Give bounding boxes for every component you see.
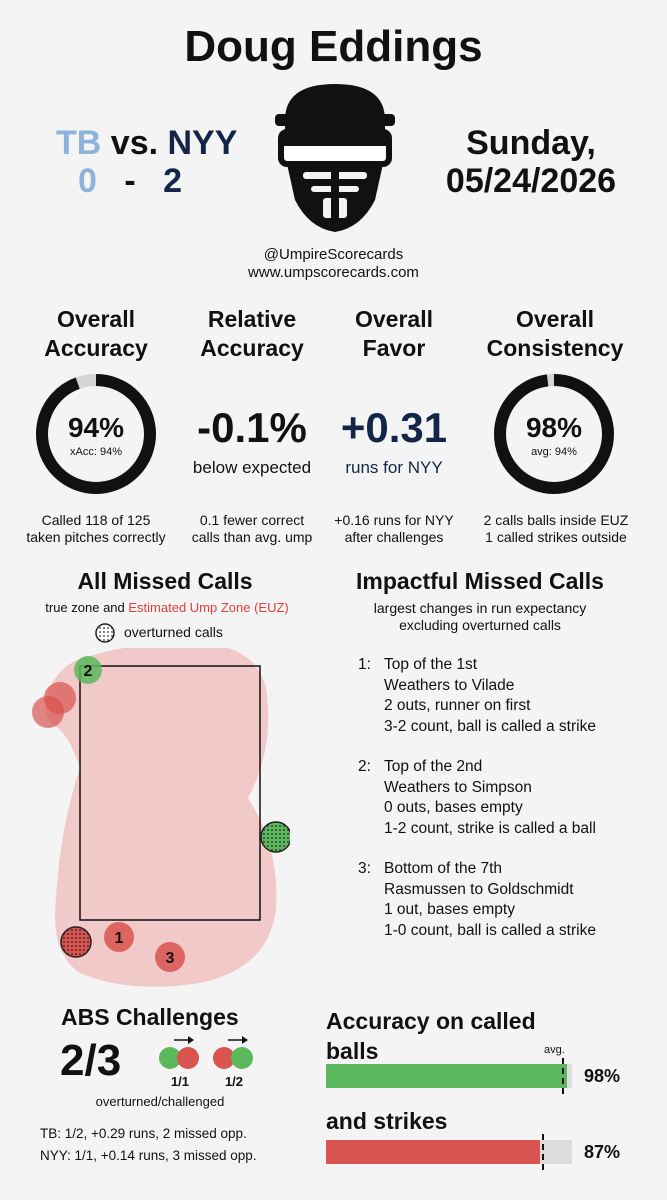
missed-call-label-1: 1 [115, 930, 124, 947]
relative-accuracy-sub: below expected [192, 458, 312, 477]
balls-avg-marker [562, 1058, 565, 1094]
abs-tb-line: TB: 1/2, +0.29 runs, 2 missed opp. [40, 1126, 247, 1141]
strikes-title: and strikes [326, 1108, 448, 1134]
score-line: 0 - 2 [78, 162, 182, 200]
impactful-item-3: 3: Bottom of the 7th Rasmussen to Goldsc… [358, 860, 596, 939]
abs-challenge-icons [159, 1036, 253, 1069]
score-separator: - [124, 162, 136, 200]
umpire-name: Doug Eddings [184, 22, 483, 71]
overall-favor-sub: runs for NYY [345, 458, 443, 477]
euz-region [45, 648, 277, 987]
matchup-teams: TB vs. NYY [56, 124, 237, 162]
impactful-item-2: 2: Top of the 2nd Weathers to Simpson 0 … [358, 758, 596, 837]
home-score: 2 [163, 162, 183, 200]
missed-calls-zone-plot: 2 1 3 [32, 648, 290, 987]
abs-team2-label: 1/2 [224, 1074, 244, 1089]
overturned-call-dot [60, 926, 92, 958]
missed-call-label-2: 2 [84, 663, 93, 680]
called-accuracy-title: Accuracy on called balls [326, 1008, 536, 1064]
abs-nyy-line: NYY: 1/1, +0.14 runs, 3 missed opp. [40, 1148, 257, 1163]
relative-accuracy-value: -0.1% [197, 404, 307, 451]
balls-bar [326, 1058, 572, 1094]
away-score: 0 [78, 162, 97, 200]
impactful-item-1: 1: Top of the 1st Weathers to Vilade 2 o… [358, 656, 596, 735]
overall-consistency-avg: avg: 94% [531, 446, 577, 458]
abs-value: 2/3 [60, 1036, 122, 1085]
website-link[interactable]: www.umpscorecards.com [248, 264, 419, 281]
missed-calls-title: All Missed Calls [77, 568, 253, 594]
true-strike-zone [79, 665, 261, 921]
missed-call-dot [32, 696, 64, 728]
home-team: NYY [167, 124, 238, 162]
game-day: Sunday, [466, 124, 596, 162]
strikes-value: 87% [584, 1142, 621, 1162]
overall-favor-title: Overall Favor [355, 306, 433, 361]
balls-bar-fill [326, 1064, 568, 1088]
overall-consistency-ring [494, 374, 614, 494]
overall-consistency-desc: 2 calls balls inside EUZ 1 called strike… [483, 512, 629, 545]
overall-accuracy-desc: Called 118 of 125 taken pitches correctl… [26, 512, 166, 545]
abs-team1-label: 1/1 [170, 1074, 190, 1089]
strikes-bar-fill [326, 1140, 541, 1164]
relative-accuracy-title: Relative Accuracy [200, 306, 304, 361]
strikes-avg-marker [542, 1134, 545, 1170]
overall-accuracy-title: Overall Accuracy [44, 306, 148, 361]
balls-value: 98% [584, 1066, 621, 1086]
overturned-call-dot [260, 821, 290, 853]
overall-favor-value: +0.31 [340, 404, 448, 451]
abs-caption: overturned/challenged [95, 1094, 225, 1109]
overturned-legend-label: overturned calls [124, 624, 223, 640]
abs-title: ABS Challenges [61, 1004, 239, 1030]
relative-accuracy-desc: 0.1 fewer correct calls than avg. ump [191, 512, 313, 545]
strikes-bar [326, 1134, 572, 1170]
missed-call-dot [74, 656, 102, 684]
twitter-handle[interactable]: @UmpireScorecards [263, 246, 404, 263]
overall-accuracy-ring [36, 374, 156, 494]
overall-consistency-value: 98% [525, 412, 583, 443]
impactful-subtitle: largest changes in run expectancy exclud… [373, 600, 587, 633]
avg-label: avg. [544, 1044, 565, 1056]
impactful-title: Impactful Missed Calls [356, 568, 604, 594]
away-team: TB [56, 124, 102, 162]
game-date: 05/24/2026 [445, 162, 617, 200]
overall-favor-desc: +0.16 runs for NYY after challenges [334, 512, 454, 545]
overall-accuracy-xacc: xAcc: 94% [70, 446, 122, 458]
vs-label: vs. [110, 124, 159, 162]
missed-call-dot [155, 942, 185, 972]
overall-consistency-title: Overall Consistency [486, 306, 624, 361]
overall-accuracy-value: 94% [67, 412, 125, 443]
missed-call-dot [104, 922, 134, 952]
overturned-legend-icon [95, 623, 115, 643]
umpire-mask-icon [275, 84, 395, 232]
missed-calls-subtitle: true zone and Estimated Ump Zone (EUZ) [45, 600, 289, 615]
missed-call-label-3: 3 [166, 950, 175, 967]
